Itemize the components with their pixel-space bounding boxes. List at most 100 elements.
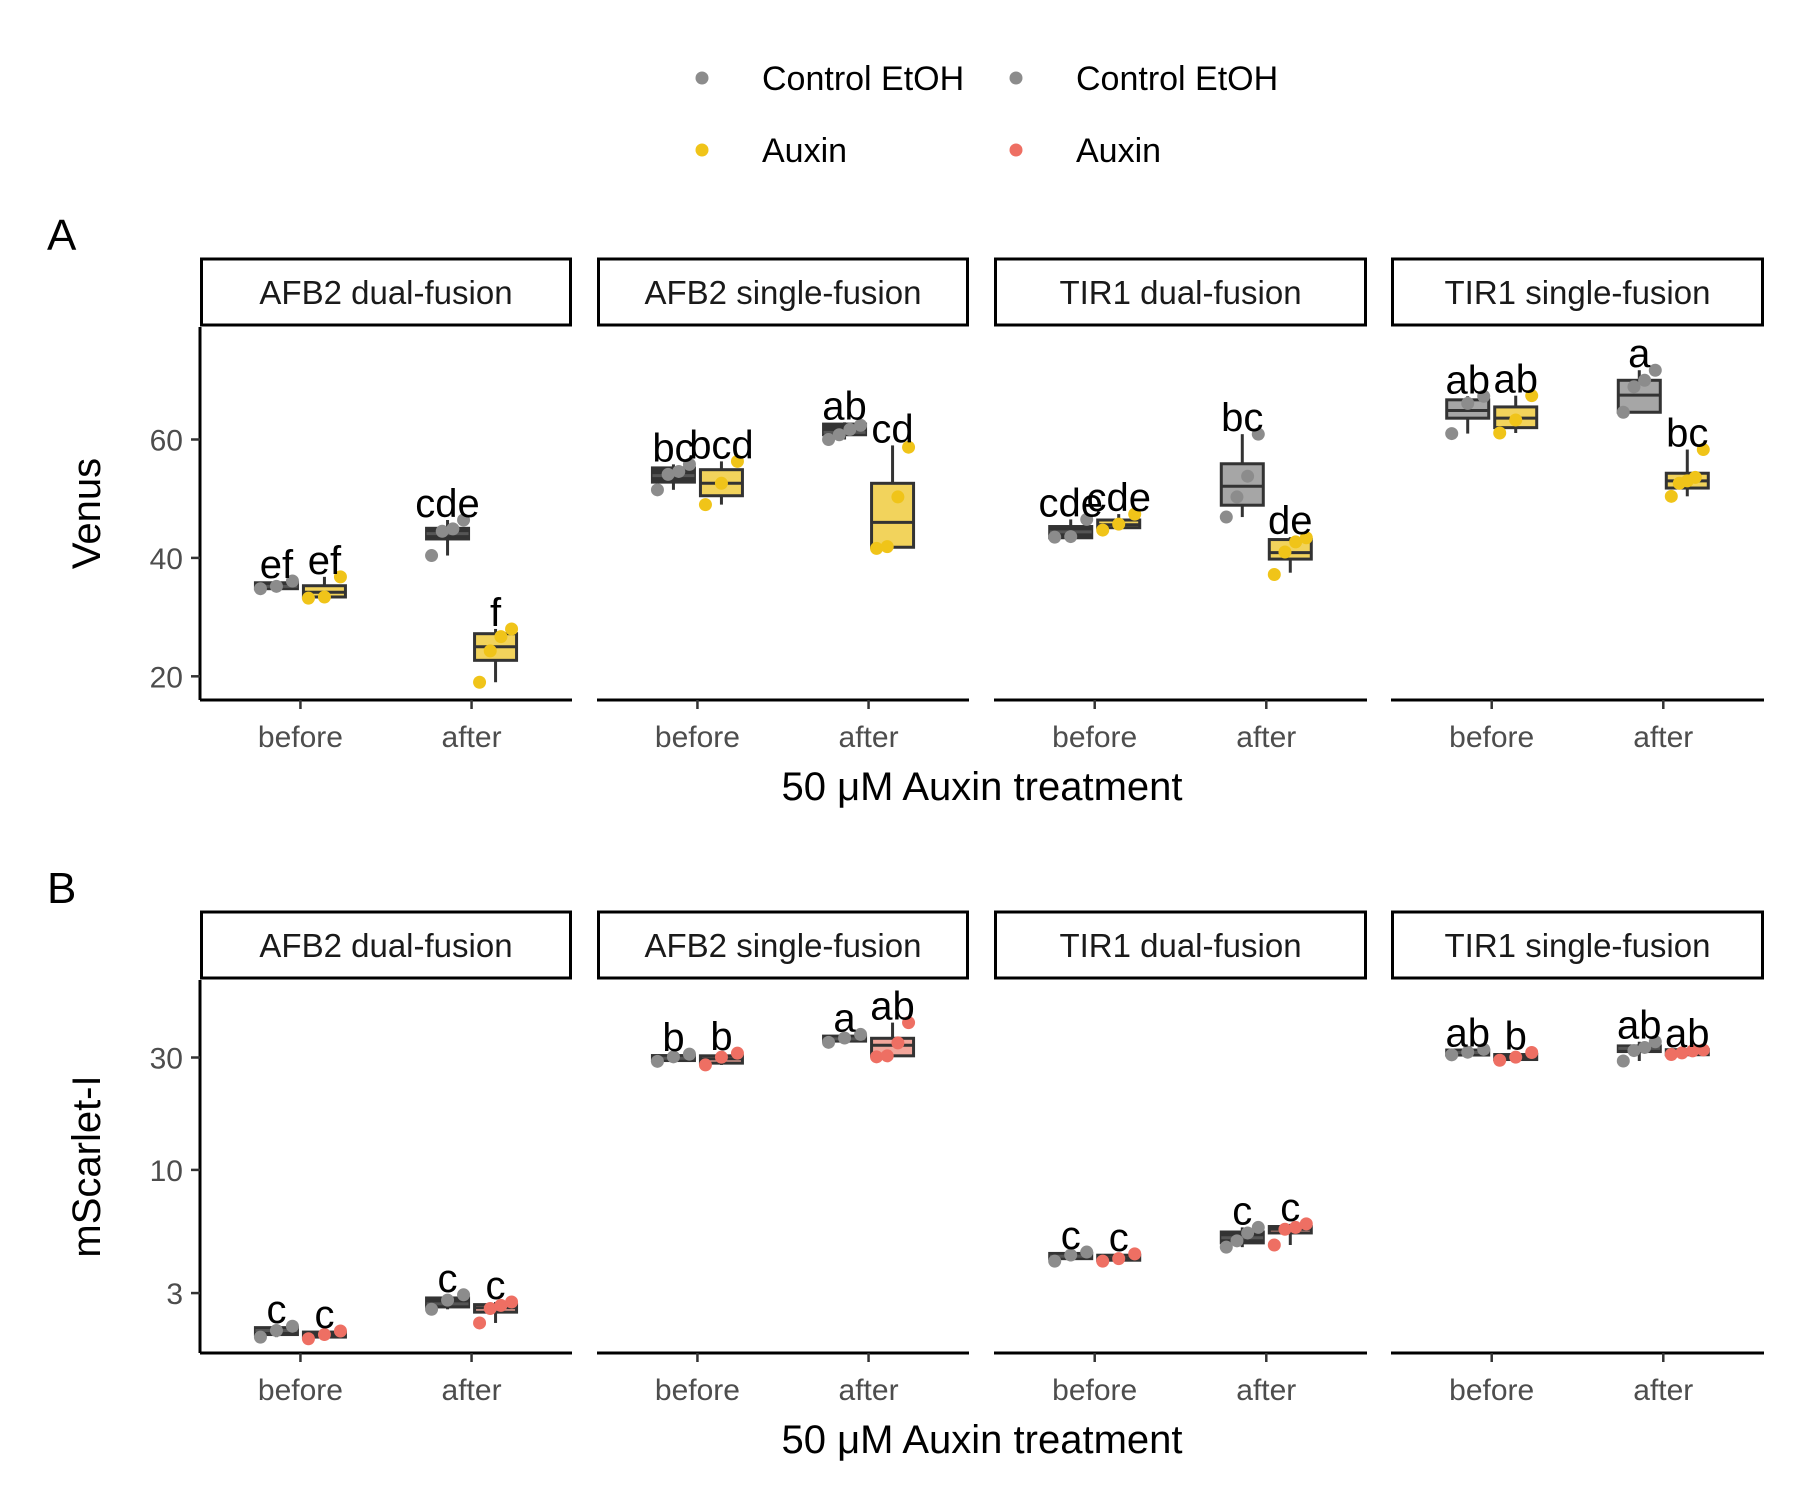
data-point (457, 1288, 471, 1302)
data-point (301, 591, 315, 605)
data-point (1688, 470, 1702, 484)
data-point (1477, 389, 1491, 403)
data-point (838, 1031, 852, 1045)
data-point (1096, 1254, 1110, 1268)
data-point (333, 570, 347, 584)
panel-tag-label: B (47, 864, 76, 913)
facet-strip-label: TIR1 single-fusion (1445, 274, 1711, 311)
data-point (1525, 1046, 1539, 1060)
x-axis-title: 50 μM Auxin treatment (781, 1418, 1182, 1462)
significance-letter: cd (871, 407, 913, 451)
box-group: bcd (689, 423, 754, 512)
facet-strip-label: TIR1 single-fusion (1445, 927, 1711, 964)
box-rect (870, 481, 916, 549)
data-point (843, 422, 857, 436)
data-point (1230, 1234, 1244, 1248)
data-point (285, 574, 299, 588)
x-tick-label: after (1236, 721, 1296, 754)
facet-strip (994, 910, 1367, 980)
data-point (891, 490, 905, 504)
facet-strip (994, 257, 1367, 327)
data-point (1289, 1220, 1303, 1234)
significance-letter: c (486, 1264, 506, 1308)
data-point (425, 549, 439, 563)
legend-item: Auxin (695, 132, 847, 170)
x-tick-label: before (655, 1374, 740, 1407)
facet-panel: AFB2 single-fusion before after (597, 257, 969, 754)
data-point (483, 1302, 497, 1316)
data-point (902, 1016, 916, 1030)
data-point (473, 1316, 487, 1330)
data-point (698, 498, 712, 512)
y-axis-title: Venus (65, 458, 109, 569)
box-group: ab (822, 384, 868, 446)
significance-letter: c (438, 1257, 458, 1301)
box-group: c (301, 1293, 347, 1346)
data-point (1299, 1217, 1313, 1231)
box-group: ab (1445, 358, 1491, 441)
x-tick-label: after (839, 721, 899, 754)
x-tick-label: before (258, 721, 343, 754)
data-point (1230, 490, 1244, 504)
data-point (1686, 1044, 1700, 1058)
box-group: ab (1493, 358, 1539, 440)
significance-letter: bc (652, 426, 694, 470)
box-group: de (1267, 499, 1313, 581)
significance-letter: ab (822, 384, 867, 428)
data-point (269, 579, 283, 593)
facet-strip-label: AFB2 dual-fusion (259, 927, 512, 964)
data-point (1251, 427, 1265, 441)
facet-strip (200, 910, 572, 980)
data-point (854, 1027, 868, 1041)
data-point (1616, 405, 1630, 419)
box-group: c (253, 1288, 299, 1344)
data-point (301, 1332, 315, 1346)
data-point (1064, 1248, 1078, 1262)
data-point (1461, 396, 1475, 410)
data-point (822, 432, 836, 446)
box-group: cde (1038, 481, 1103, 544)
data-point (1638, 373, 1652, 387)
y-tick-label: 10 (150, 1155, 183, 1188)
data-point (672, 464, 686, 478)
data-point (902, 440, 916, 454)
significance-letter: a (833, 996, 856, 1040)
significance-letter: c (314, 1293, 334, 1337)
significance-letter: c (1109, 1216, 1129, 1260)
significance-letter: bc (1221, 396, 1263, 440)
significance-letter: ef (260, 543, 294, 587)
box-group: c (1096, 1216, 1142, 1268)
data-point (870, 1050, 884, 1064)
data-point (822, 1035, 836, 1049)
box-group: bc (1664, 412, 1710, 503)
data-point (1267, 567, 1281, 581)
box-group: cde (415, 482, 480, 563)
significance-letter: b (710, 1015, 732, 1059)
facet-panel: TIR1 single-fusion before after (1391, 910, 1764, 1407)
facet-panel: AFB2 dual-fusion before after 3 10 30 (150, 910, 572, 1407)
data-point (1638, 1040, 1652, 1054)
facet-strip-label: TIR1 dual-fusion (1059, 927, 1301, 964)
significance-letter: a (1628, 332, 1651, 376)
x-tick-label: after (442, 721, 502, 754)
data-point (1627, 380, 1641, 394)
facet-strip-label: AFB2 single-fusion (645, 927, 922, 964)
legend-item: Auxin (1009, 132, 1161, 170)
significance-letter: bc (1666, 412, 1708, 456)
box-group: f (473, 591, 519, 689)
box-group: c (473, 1264, 519, 1330)
facet-strip (597, 257, 969, 327)
data-point (1477, 1042, 1491, 1056)
box-group: bc (650, 426, 696, 497)
x-tick-label: before (1052, 721, 1137, 754)
data-point (1251, 1220, 1265, 1234)
data-point (832, 428, 846, 442)
facet-strip (1391, 257, 1764, 327)
facet-panel: TIR1 single-fusion before after (1391, 257, 1764, 754)
box-group: cde (1086, 476, 1151, 537)
data-point (1278, 545, 1292, 559)
box-group: ab (1616, 1004, 1662, 1068)
facet-panel: TIR1 dual-fusion before after (994, 910, 1367, 1407)
facet-strip-label: TIR1 dual-fusion (1059, 274, 1301, 311)
